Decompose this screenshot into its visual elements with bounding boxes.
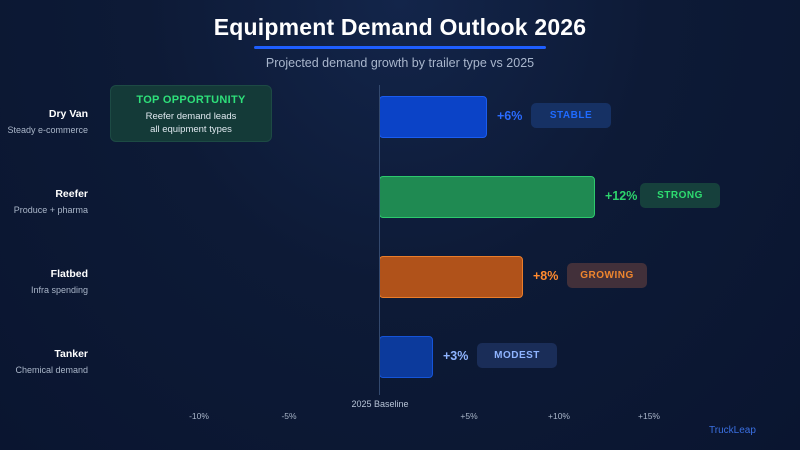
x-tick-label: -10% bbox=[189, 411, 209, 421]
x-tick-label: +10% bbox=[548, 411, 570, 421]
callout-line-2: all equipment types bbox=[150, 124, 232, 135]
callout-text: Reefer demand leads all equipment types bbox=[111, 110, 271, 136]
status-badge-flatbed: GROWING bbox=[567, 263, 647, 288]
bar-dry-van bbox=[379, 96, 487, 138]
status-badge-dry-van: STABLE bbox=[531, 103, 611, 128]
value-label-reefer: +12% bbox=[605, 189, 638, 203]
row-label-flatbed: Flatbed Infra spending bbox=[0, 268, 88, 295]
status-badge-tanker: MODEST bbox=[477, 343, 557, 368]
title-underline bbox=[254, 46, 546, 49]
callout-line-1: Reefer demand leads bbox=[145, 111, 237, 122]
value-label-dry-van: +6% bbox=[497, 109, 523, 123]
category-name: Reefer bbox=[55, 188, 88, 200]
status-badge-reefer: STRONG bbox=[640, 183, 720, 208]
category-subtitle: Produce + pharma bbox=[13, 205, 88, 215]
baseline-label: 2025 Baseline bbox=[351, 399, 409, 409]
chart-subtitle: Projected demand growth by trailer type … bbox=[265, 56, 535, 70]
row-label-reefer: Reefer Produce + pharma bbox=[0, 188, 88, 215]
category-subtitle: Steady e-commerce bbox=[7, 125, 88, 135]
row-label-tanker: Tanker Chemical demand bbox=[0, 348, 88, 375]
category-subtitle: Infra spending bbox=[30, 285, 88, 295]
category-name: Flatbed bbox=[50, 268, 88, 280]
callout-title: TOP OPPORTUNITY bbox=[136, 94, 246, 106]
row-label-dry-van: Dry Van Steady e-commerce bbox=[0, 108, 88, 135]
x-tick-label: -5% bbox=[281, 411, 297, 421]
value-label-tanker: +3% bbox=[443, 349, 469, 363]
baseline-line bbox=[379, 85, 380, 395]
bar-tanker bbox=[379, 336, 433, 378]
value-label-flatbed: +8% bbox=[533, 269, 559, 283]
x-tick-label: +5% bbox=[460, 411, 478, 421]
bar-reefer bbox=[379, 176, 595, 218]
category-name: Dry Van bbox=[48, 108, 88, 120]
chart-title: Equipment Demand Outlook 2026 bbox=[213, 14, 587, 40]
brand-logo-text: TruckLeap bbox=[709, 425, 756, 436]
category-name: Tanker bbox=[54, 348, 88, 360]
bar-flatbed bbox=[379, 256, 523, 298]
x-tick-label: +15% bbox=[638, 411, 660, 421]
category-subtitle: Chemical demand bbox=[15, 365, 88, 375]
top-opportunity-callout: TOP OPPORTUNITY Reefer demand leads all … bbox=[110, 85, 272, 142]
